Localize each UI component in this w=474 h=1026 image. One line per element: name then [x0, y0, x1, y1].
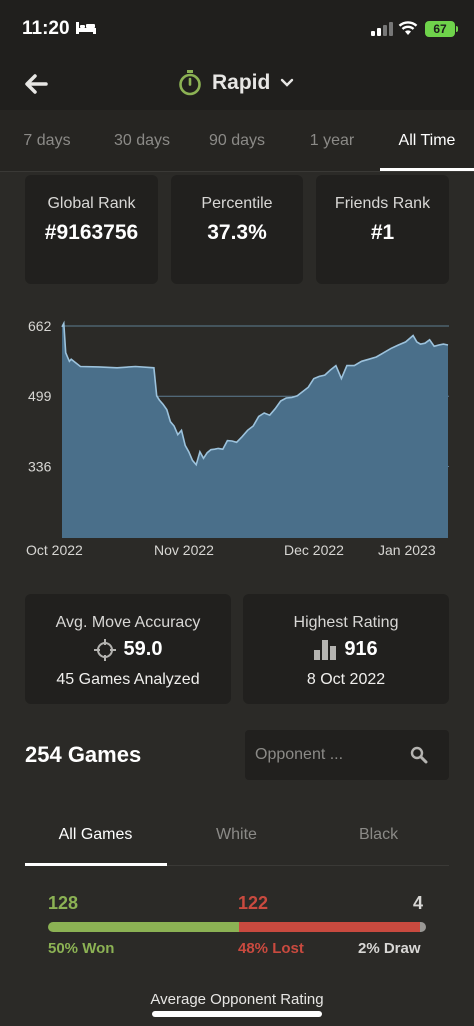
- percentile-value: 37.3%: [207, 221, 267, 244]
- highest-rating-card[interactable]: Highest Rating 916 8 Oct 2022: [243, 594, 449, 704]
- color-tabs: All Games White Black: [25, 808, 449, 866]
- bed-icon: [76, 22, 96, 34]
- friends-rank-card[interactable]: Friends Rank #1: [316, 175, 449, 284]
- friends-rank-value: #1: [370, 221, 395, 244]
- tab-all-time[interactable]: All Time: [398, 132, 456, 149]
- home-indicator: [152, 1011, 322, 1017]
- opponent-search-input[interactable]: [255, 730, 405, 780]
- tab-1-year[interactable]: 1 year: [309, 132, 355, 149]
- chevron-down-icon: [281, 78, 294, 87]
- y-tick-label: 662: [28, 318, 52, 334]
- global-rank-card[interactable]: Global Rank #9163756: [25, 175, 158, 284]
- draw-bar: [419, 922, 426, 932]
- time-control-selector[interactable]: Rapid: [178, 70, 294, 96]
- status-bar: 11:20 67: [0, 0, 474, 58]
- search-icon[interactable]: [410, 746, 428, 764]
- x-tick-label: Jan 2023: [378, 542, 436, 558]
- won-count: 128: [48, 893, 79, 913]
- page-title: Rapid: [212, 71, 271, 94]
- period-tabs: 7 days 30 days 90 days 1 year All Time: [0, 110, 474, 172]
- accuracy-title: Avg. Move Accuracy: [55, 614, 201, 631]
- average-opponent-rating-label: Average Opponent Rating: [150, 991, 324, 1008]
- back-arrow-icon[interactable]: [20, 68, 52, 100]
- accuracy-value: 59.0: [123, 638, 163, 660]
- y-tick-label: 499: [28, 388, 52, 404]
- lost-count: 122: [238, 893, 269, 913]
- won-percent: 50% Won: [48, 940, 115, 957]
- tab-black[interactable]: Black: [358, 826, 399, 843]
- x-tick-label: Oct 2022: [26, 542, 83, 558]
- x-tick-label: Nov 2022: [154, 542, 214, 558]
- global-rank-value: #9163756: [44, 221, 139, 244]
- active-color-tab-indicator: [25, 863, 167, 866]
- signal-icon: [371, 22, 393, 36]
- percentile-label: Percentile: [201, 195, 273, 212]
- header: Rapid: [0, 58, 474, 110]
- tab-white[interactable]: White: [216, 826, 257, 843]
- lost-bar: [238, 922, 420, 932]
- status-time: 11:20: [22, 18, 70, 39]
- crosshair-icon: [93, 638, 116, 661]
- accuracy-card[interactable]: Avg. Move Accuracy 59.0 45 Games Analyze…: [25, 594, 231, 704]
- highest-rating-date: 8 Oct 2022: [306, 671, 386, 688]
- highest-rating-value: 916: [344, 638, 378, 660]
- tab-all-games[interactable]: All Games: [58, 826, 133, 843]
- friends-rank-label: Friends Rank: [334, 195, 431, 212]
- games-count: 254 Games: [25, 742, 142, 767]
- rating-chart[interactable]: 662 499 336 Oct 2022 Nov 2022 Dec 2022 Jan 202…: [24, 318, 454, 558]
- wifi-icon: [398, 21, 418, 35]
- bar-chart-icon: [314, 639, 337, 660]
- draw-count: 4: [413, 893, 424, 913]
- x-tick-label: Dec 2022: [284, 542, 344, 558]
- lost-percent: 48% Lost: [238, 940, 304, 957]
- active-tab-indicator: [380, 168, 474, 171]
- rating-line: [61, 320, 449, 467]
- rating-area: [62, 323, 448, 538]
- opponent-search[interactable]: [245, 730, 449, 780]
- games-analyzed: 45 Games Analyzed: [56, 671, 200, 688]
- battery-tip: [456, 26, 458, 32]
- won-bar: [48, 922, 239, 932]
- percentile-card[interactable]: Percentile 37.3%: [171, 175, 303, 284]
- global-rank-label: Global Rank: [47, 195, 136, 212]
- battery-icon: 67: [425, 21, 455, 37]
- tab-7-days[interactable]: 7 days: [23, 132, 71, 149]
- tab-30-days[interactable]: 30 days: [113, 132, 171, 149]
- highest-rating-title: Highest Rating: [293, 614, 399, 631]
- draw-percent: 2% Draw: [358, 940, 421, 957]
- y-tick-label: 336: [28, 458, 52, 474]
- tab-90-days[interactable]: 90 days: [208, 132, 266, 149]
- stopwatch-icon: [179, 70, 201, 96]
